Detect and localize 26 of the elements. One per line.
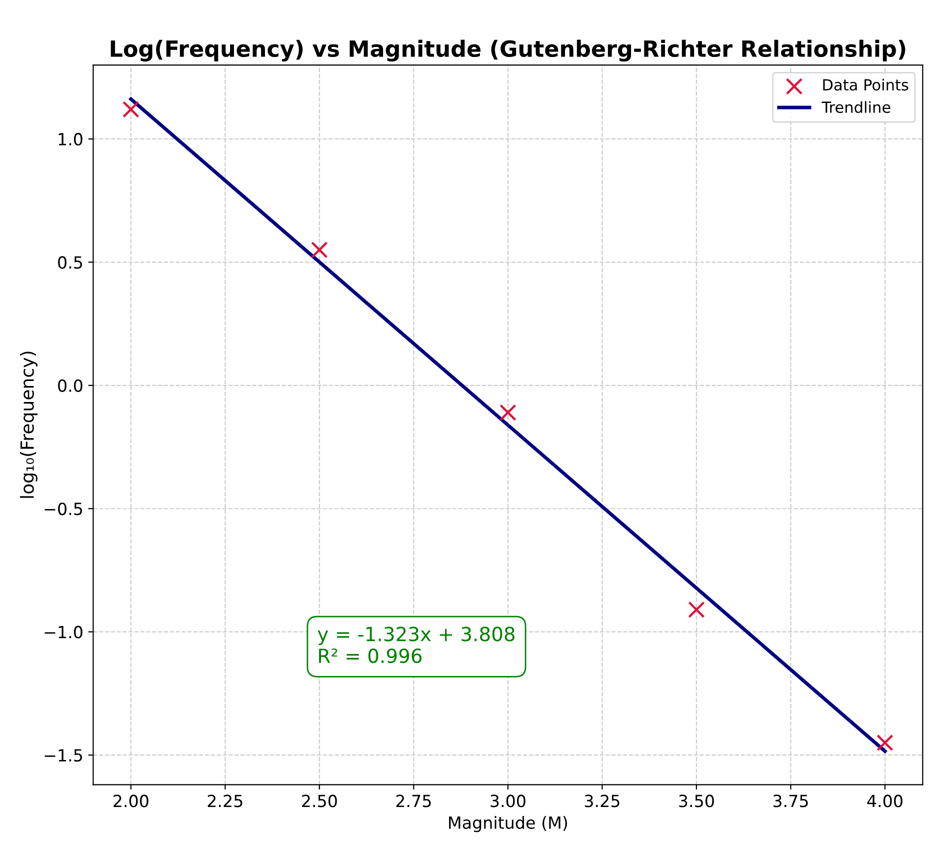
point [500, 404, 516, 421]
x-axis-title: Magnitude (M) [449, 816, 567, 832]
point [122, 100, 140, 118]
x-tick-label: 3.50 [679, 794, 714, 808]
legend-label: Trendline [822, 101, 890, 114]
point [311, 241, 328, 258]
chart-title: Log(Frequency) vs Magnitude (Gutenberg-Richter Relationship) [110, 40, 906, 62]
x-tick-label: 2.50 [302, 794, 337, 808]
y-tick-label: 0.5 [58, 256, 82, 269]
x-tick-label: 2.25 [208, 794, 242, 808]
x-tick-label: 3.75 [773, 794, 808, 808]
y-tick-label: −1.5 [44, 749, 82, 762]
y-tick-label: 0.0 [58, 379, 82, 392]
x-tick-label: 3.25 [584, 794, 620, 808]
x-tick-label: 2.00 [114, 794, 148, 808]
y-axis-title: log₁₀(Frequency) [20, 352, 38, 498]
x-tick-label: 3.00 [490, 794, 526, 808]
legend-label: Data Points [823, 78, 908, 91]
y-tick-label: −1.0 [44, 626, 82, 638]
point [876, 734, 894, 752]
y-tick-label: 1.0 [58, 132, 82, 146]
x-tick-label: 2.75 [396, 794, 431, 808]
point [688, 601, 705, 618]
y-tick-label: −0.5 [44, 502, 82, 516]
annotation: y = -1.323x + 3.808 R² = 0.996 [318, 626, 514, 664]
x-tick-label: 4.00 [867, 794, 902, 808]
